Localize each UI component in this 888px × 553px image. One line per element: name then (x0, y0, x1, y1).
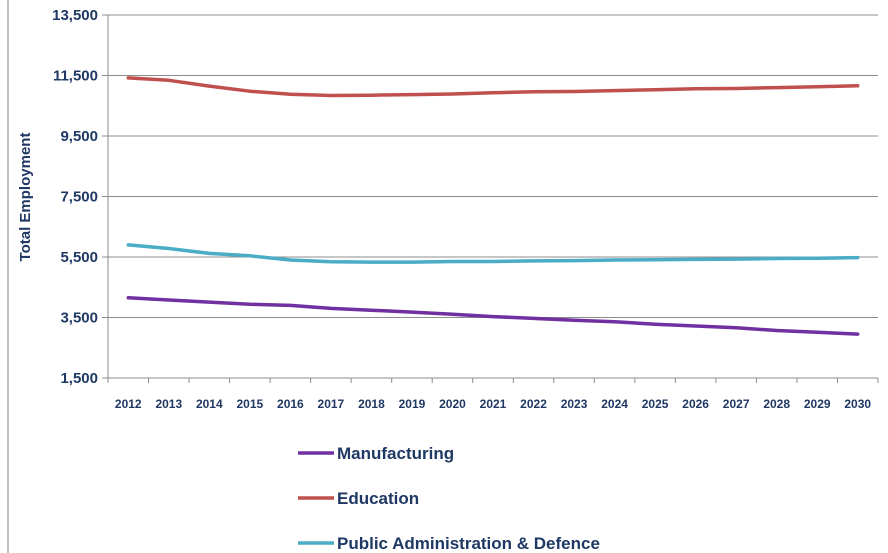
series-line (126, 243, 860, 264)
x-tick-label: 2018 (358, 397, 385, 411)
x-tick-label: 2023 (561, 397, 588, 411)
x-tick-label: 2013 (155, 397, 182, 411)
y-tick-label: 9,500 (60, 128, 98, 145)
axes (102, 14, 879, 383)
x-tick-label: 2014 (196, 397, 223, 411)
legend-label: Public Administration & Defence (337, 534, 600, 553)
y-tick-label: 3,500 (60, 310, 98, 327)
y-tick-labels: 1,500 3,500 5,500 7,500 9,500 11,500 13,500 (52, 7, 98, 387)
x-tick-label: 2029 (804, 397, 831, 411)
x-tick-label: 2024 (601, 397, 628, 411)
y-tick-label: 13,500 (52, 7, 98, 24)
y-tick-label: 11,500 (53, 68, 98, 85)
x-tick-label: 2016 (277, 397, 304, 411)
y-axis-title: Total Employment (17, 133, 34, 262)
x-tick-label: 2027 (723, 397, 750, 411)
series-lines (126, 76, 860, 336)
x-tick-label: 2022 (520, 397, 547, 411)
x-tick-label: 2028 (763, 397, 790, 411)
y-tick-label: 1,500 (60, 370, 98, 387)
y-tick-label: 5,500 (60, 249, 98, 266)
x-tick-label: 2030 (844, 397, 871, 411)
y-tick-label: 7,500 (60, 189, 98, 206)
legend: Manufacturing Education Public Administrat… (298, 444, 600, 553)
legend-label: Manufacturing (337, 444, 454, 463)
x-tick-label: 2021 (480, 397, 507, 411)
x-tick-label: 2025 (642, 397, 669, 411)
x-tick-label: 2012 (115, 397, 142, 411)
legend-label: Education (337, 489, 419, 508)
series-line (126, 76, 860, 98)
grid-lines (108, 14, 878, 318)
x-tick-label: 2015 (236, 397, 263, 411)
x-tick-label: 2020 (439, 397, 466, 411)
series-line (126, 296, 860, 336)
x-tick-label: 2017 (318, 397, 345, 411)
x-tick-label: 2019 (399, 397, 426, 411)
x-tick-label: 2026 (682, 397, 709, 411)
x-tick-labels: 2012 2013 2014 2015 2016 2017 2018 2019 2020 2021… (115, 397, 871, 411)
